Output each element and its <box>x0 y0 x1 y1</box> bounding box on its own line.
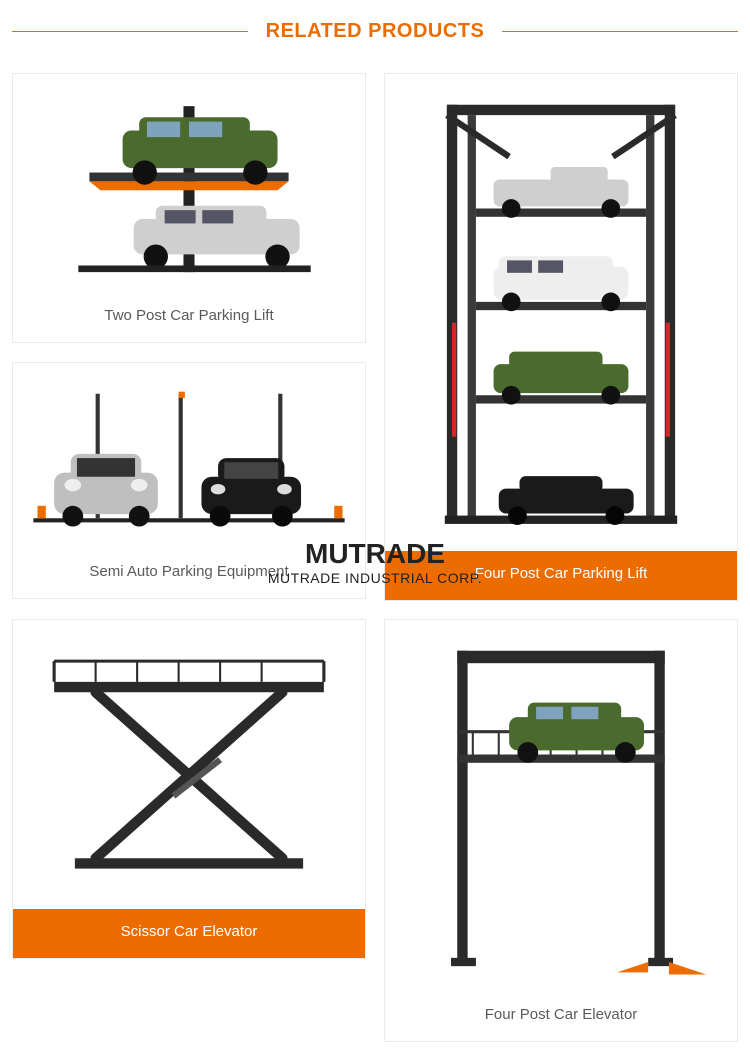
product-label: Four Post Car Parking Lift <box>385 551 737 600</box>
product-card-scissor[interactable]: Scissor Car Elevator <box>12 619 366 960</box>
product-image <box>13 620 365 910</box>
product-label: Semi Auto Parking Equipment <box>13 549 365 598</box>
two-post-lift-icon <box>23 84 355 283</box>
divider-line <box>502 31 738 32</box>
product-card-four-post-elevator[interactable]: Four Post Car Elevator <box>384 619 738 1043</box>
product-image <box>13 74 365 293</box>
product-card-semi-auto[interactable]: Semi Auto Parking Equipment <box>12 362 366 599</box>
product-card-two-post[interactable]: Two Post Car Parking Lift <box>12 73 366 343</box>
product-image <box>385 74 737 551</box>
section-title: RELATED PRODUCTS <box>248 20 503 43</box>
scissor-lift-icon <box>23 630 355 900</box>
four-post-lift-icon <box>395 84 727 541</box>
semi-auto-icon <box>23 373 355 539</box>
section-header: RELATED PRODUCTS <box>12 20 738 43</box>
four-post-elevator-icon <box>395 630 727 983</box>
related-products-section: RELATED PRODUCTS <box>0 0 750 1062</box>
product-label: Four Post Car Elevator <box>385 992 737 1041</box>
product-label: Two Post Car Parking Lift <box>13 293 365 342</box>
product-image <box>13 363 365 549</box>
product-card-four-post-lift[interactable]: Four Post Car Parking Lift <box>384 73 738 601</box>
product-label: Scissor Car Elevator <box>13 909 365 958</box>
product-image <box>385 620 737 993</box>
product-grid: Two Post Car Parking Lift <box>12 73 738 1042</box>
divider-line <box>12 31 248 32</box>
